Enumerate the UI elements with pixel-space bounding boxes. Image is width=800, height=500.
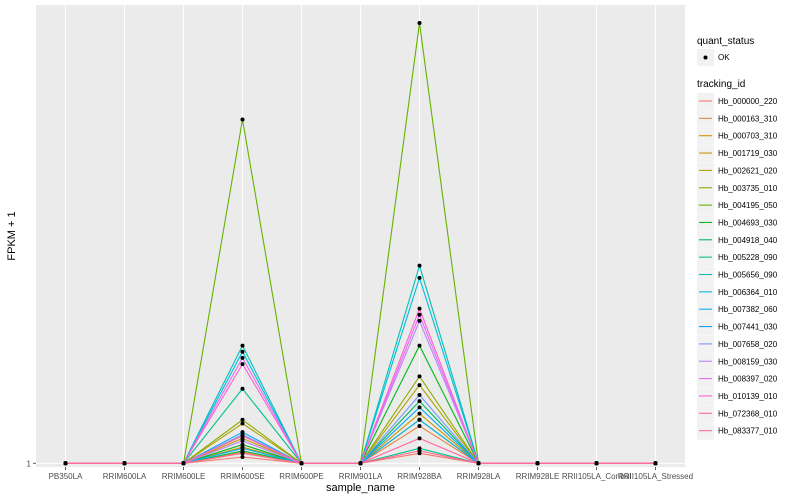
data-point (476, 461, 481, 466)
legend-label: Hb_007382_060 (718, 305, 778, 314)
data-point (417, 374, 422, 379)
y-tick-label: 1 (27, 459, 32, 468)
legend-label: Hb_083377_010 (718, 427, 778, 436)
legend-shape-title: quant_status (697, 36, 754, 47)
legend-label: Hb_007441_030 (718, 323, 778, 332)
data-point (417, 343, 422, 348)
data-point (240, 117, 245, 122)
legend-label: Hb_004195_050 (718, 201, 778, 210)
y-axis-title: FPKM + 1 (6, 211, 18, 260)
x-axis: PB350LA RRIM600LA RRIM600LE RRIM600SE RRIM60… (49, 467, 693, 481)
data-point (240, 433, 245, 438)
y-axis: 1 (27, 459, 36, 468)
legend-label: Hb_010139_010 (718, 392, 778, 401)
x-tick-label: RRIM928LA (457, 472, 501, 481)
data-point (240, 421, 245, 426)
legend-label: Hb_004918_040 (718, 236, 778, 245)
data-point (122, 461, 127, 466)
data-point (653, 461, 658, 466)
data-point (240, 451, 245, 456)
data-point (240, 343, 245, 348)
legend: quant_status tracking_id OK Hb_000000_220… (697, 36, 778, 440)
x-tick-label: RRIM600PE (279, 472, 323, 481)
data-point (240, 438, 245, 443)
data-point (240, 386, 245, 391)
legend-label: Hb_072368_010 (718, 409, 778, 418)
x-axis-title: sample_name (326, 482, 395, 494)
data-point (417, 436, 422, 441)
data-point (417, 312, 422, 317)
data-point (240, 442, 245, 447)
data-points (63, 21, 658, 466)
data-point (240, 446, 245, 451)
data-point (417, 448, 422, 453)
data-point (417, 21, 422, 26)
legend-color-title: tracking_id (697, 79, 745, 90)
legend-point-symbol (703, 55, 708, 60)
x-tick-label: RRII105LA_Control (562, 472, 632, 481)
x-tick-label: RRIM928LE (516, 472, 560, 481)
legend-label: Hb_004693_030 (718, 218, 778, 227)
legend-label: Hb_000163_310 (718, 114, 778, 123)
data-point (299, 461, 304, 466)
data-point (63, 461, 68, 466)
data-point (594, 461, 599, 466)
data-point (240, 417, 245, 422)
legend-label: Hb_005656_090 (718, 271, 778, 280)
legend-label: Hb_002621_020 (718, 166, 778, 175)
data-point (240, 362, 245, 367)
legend-label: Hb_007658_020 (718, 340, 778, 349)
grid (36, 5, 685, 467)
x-tick-label: RRIM928BA (397, 472, 442, 481)
x-tick-label: RRIM600SE (220, 472, 264, 481)
data-point (417, 383, 422, 388)
data-point (417, 411, 422, 416)
x-tick-label: RRIM600LA (103, 472, 147, 481)
data-point (417, 405, 422, 410)
data-point (417, 318, 422, 323)
x-tick-label: RRIM901LA (339, 472, 383, 481)
data-point (240, 455, 245, 460)
legend-label: OK (718, 53, 730, 62)
data-point (240, 349, 245, 354)
data-point (417, 263, 422, 268)
legend-label: Hb_008397_020 (718, 375, 778, 384)
data-point (417, 306, 422, 311)
legend-label: Hb_001719_030 (718, 149, 778, 158)
data-point (358, 461, 363, 466)
data-point (417, 417, 422, 422)
data-point (417, 399, 422, 404)
legend-label: Hb_000000_220 (718, 97, 778, 106)
legend-label: Hb_003735_010 (718, 184, 778, 193)
x-tick-label: RRIM600LE (162, 472, 206, 481)
legend-label: Hb_005228_090 (718, 253, 778, 262)
legend-label: Hb_008159_030 (718, 357, 778, 366)
data-point (417, 392, 422, 397)
data-point (535, 461, 540, 466)
data-point (240, 355, 245, 360)
x-tick-label: PB350LA (49, 472, 83, 481)
x-tick-label: RRII105LA_Stressed (618, 472, 693, 481)
data-point (417, 275, 422, 280)
legend-label: Hb_006364_010 (718, 288, 778, 297)
data-point (181, 461, 186, 466)
legend-label: Hb_000703_310 (718, 132, 778, 141)
data-point (417, 423, 422, 428)
